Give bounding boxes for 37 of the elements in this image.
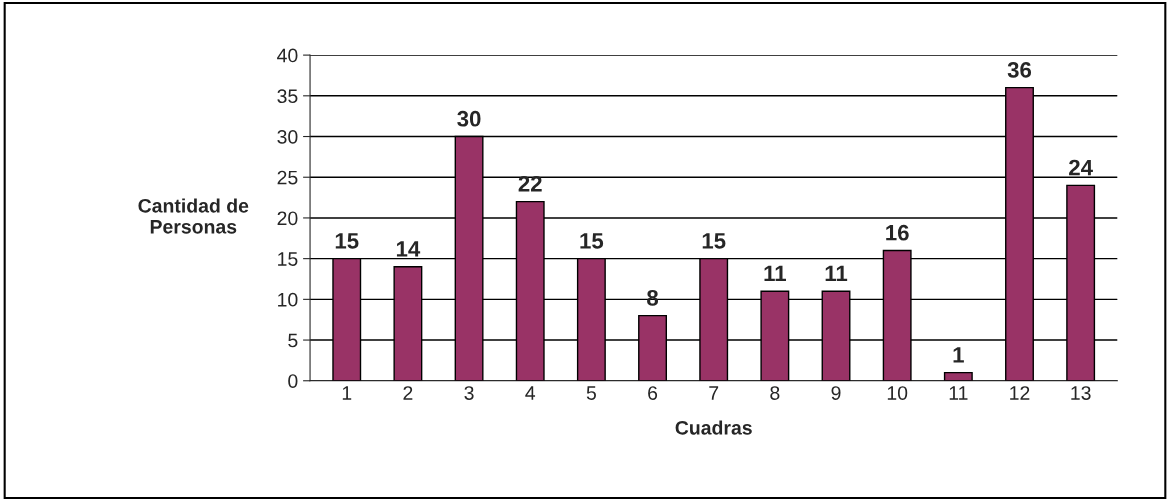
- data-label: 15: [580, 233, 604, 249]
- x-tick-label: 8: [770, 386, 780, 400]
- x-tick-label: 2: [403, 386, 413, 400]
- x-tick-label: 10: [887, 386, 908, 400]
- data-label: 15: [702, 233, 726, 249]
- y-tick-label: 5: [288, 333, 298, 348]
- bar: [943, 371, 973, 381]
- y-tick-label: 15: [278, 252, 298, 266]
- data-label: 36: [1007, 61, 1032, 78]
- x-tick-label: 6: [648, 386, 658, 400]
- data-label: 1: [953, 347, 964, 363]
- x-axis-title: Cuadras: [675, 420, 752, 435]
- y-tick-label: 10: [278, 292, 298, 307]
- data-label: 22: [518, 175, 542, 192]
- x-tick-label: 11: [949, 386, 968, 400]
- y-axis-title: Cantidad de Personas: [138, 198, 249, 234]
- data-label: 11: [764, 265, 786, 282]
- x-tick-label: 7: [709, 386, 719, 400]
- data-label: 16: [886, 224, 909, 241]
- y-tick-label: 0: [288, 374, 298, 388]
- y-tick-label: 35: [277, 89, 298, 104]
- x-tick-label: 3: [464, 386, 474, 400]
- data-label: 11: [825, 265, 848, 282]
- data-label: 15: [335, 233, 359, 249]
- data-label: 14: [396, 241, 421, 257]
- x-tick-label: 9: [831, 386, 841, 400]
- y-tick-label: 25: [277, 170, 298, 185]
- y-tick-label: 20: [277, 211, 298, 226]
- data-label: 24: [1069, 159, 1093, 176]
- x-tick-label: 5: [586, 386, 596, 400]
- x-tick-label: 1: [342, 386, 352, 400]
- data-label: 30: [457, 110, 481, 127]
- x-tick-label: 4: [525, 386, 536, 400]
- x-tick-label: 13: [1071, 386, 1091, 400]
- y-tick-label: 30: [277, 129, 298, 144]
- x-tick-label: 12: [1010, 386, 1030, 400]
- y-tick-label: 40: [277, 48, 298, 63]
